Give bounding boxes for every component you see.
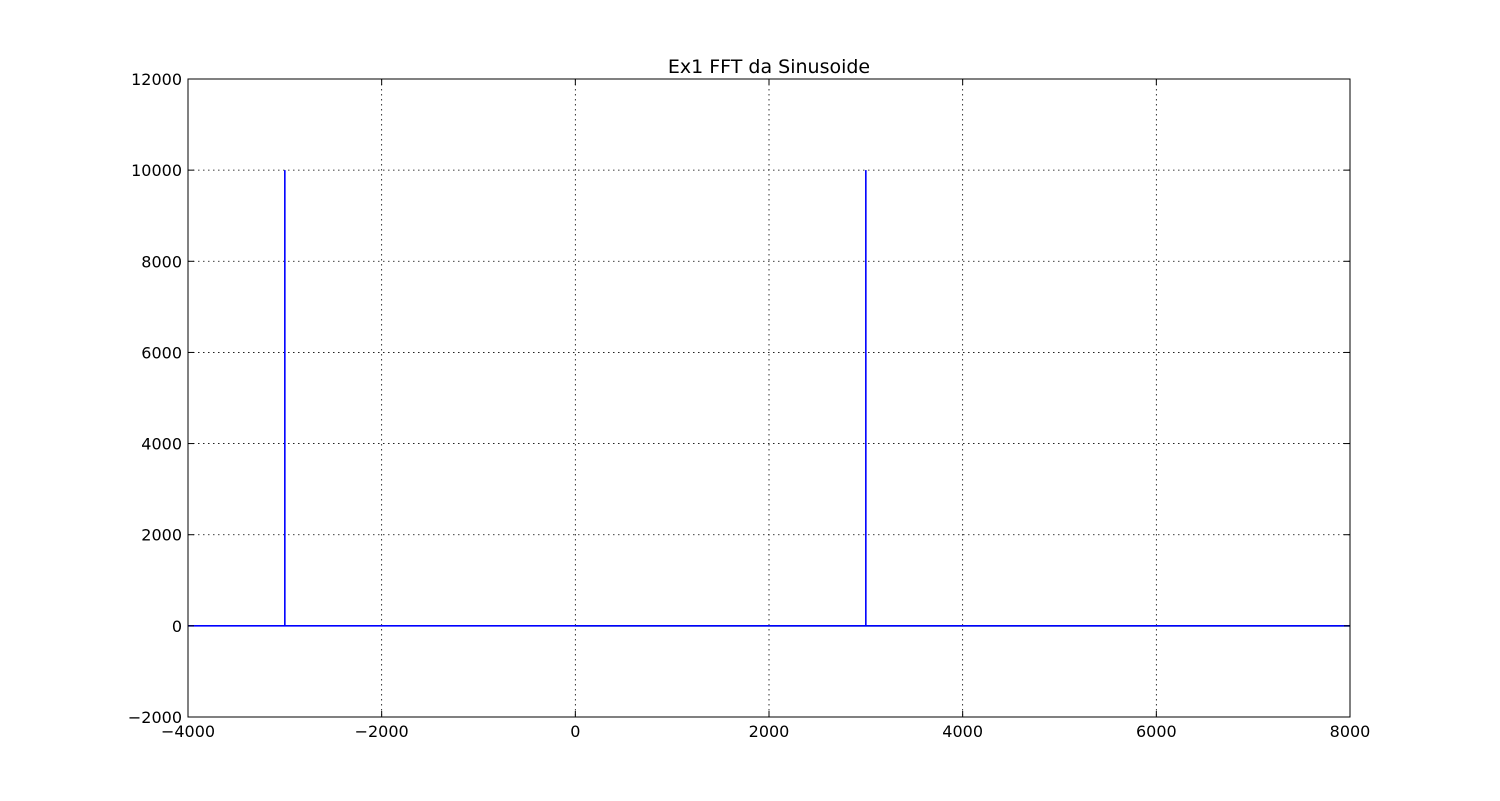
x-tick-label: 6000 [1136, 722, 1177, 741]
y-tick-labels: −2000 0 2000 4000 6000 8000 10000 12000 [128, 70, 182, 727]
x-tick-labels: −4000 −2000 0 2000 4000 6000 8000 [161, 722, 1370, 741]
y-tick-label: 8000 [141, 252, 182, 271]
axis-ticks [187, 78, 1351, 718]
series-layer [188, 170, 1350, 627]
x-tick-label: −4000 [161, 722, 215, 741]
x-tick-label: 4000 [942, 722, 983, 741]
grid-lines [188, 79, 1350, 717]
x-tick-label: −2000 [355, 722, 409, 741]
series-line-0 [188, 170, 1350, 627]
x-tick-label: 2000 [749, 722, 790, 741]
y-tick-label: −2000 [128, 708, 182, 727]
y-tick-label: 0 [172, 617, 182, 636]
y-tick-label: 12000 [131, 70, 182, 89]
y-tick-label: 4000 [141, 435, 182, 454]
y-tick-label: 6000 [141, 343, 182, 362]
chart-title: Ex1 FFT da Sinusoide [668, 56, 870, 78]
x-tick-label: 0 [570, 722, 580, 741]
x-tick-label: 8000 [1330, 722, 1371, 741]
y-tick-label: 10000 [131, 161, 182, 180]
y-tick-label: 2000 [141, 526, 182, 545]
